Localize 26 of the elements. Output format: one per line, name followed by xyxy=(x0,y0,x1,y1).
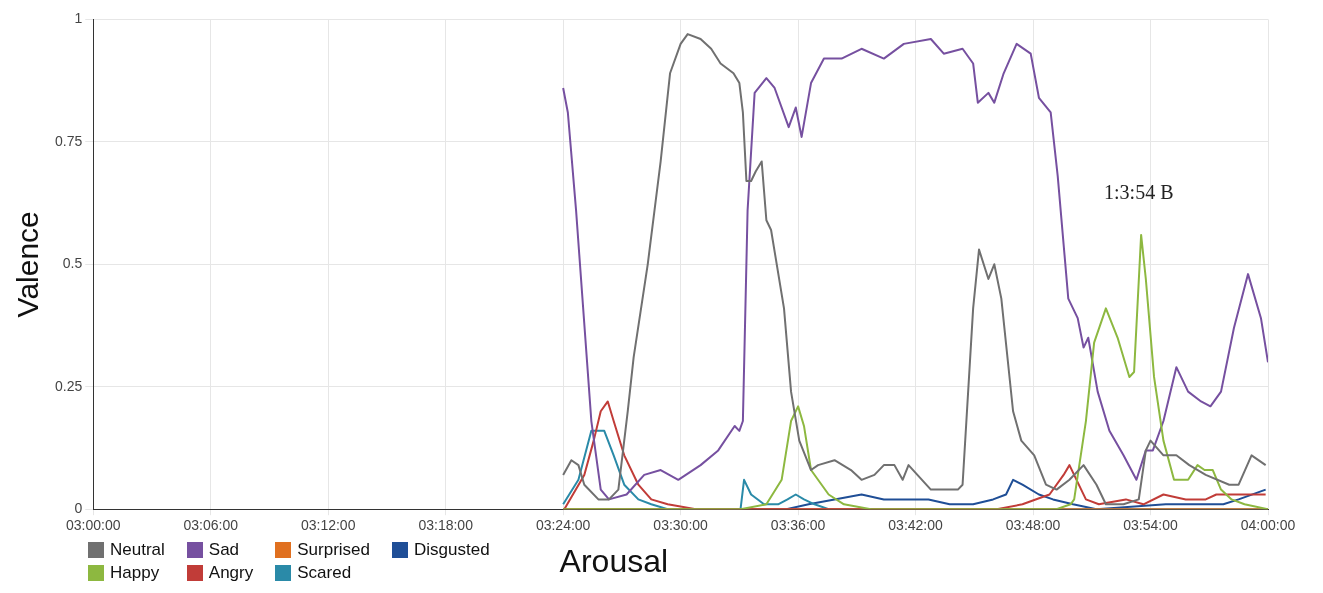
legend-label: Surprised xyxy=(297,539,370,560)
x-tick-label: 03:48:00 xyxy=(1005,517,1061,534)
x-tick-label: 04:00:00 xyxy=(1240,517,1296,534)
legend-label: Scared xyxy=(297,562,352,583)
x-tick-label: 03:12:00 xyxy=(300,517,356,534)
annotation: 1:3:54 B xyxy=(1104,180,1174,203)
x-tick-label: 03:18:00 xyxy=(418,517,474,534)
y-axis-title: Valence xyxy=(11,211,45,318)
legend-label: Sad xyxy=(208,539,240,560)
x-tick-label: 03:00:00 xyxy=(66,517,121,534)
x-tick-label: 03:42:00 xyxy=(888,517,944,534)
y-tick-label: 0 xyxy=(74,500,83,517)
legend-label: Neutral xyxy=(110,539,165,560)
legend-label: Happy xyxy=(110,562,160,583)
y-tick-label: 0.5 xyxy=(62,255,83,272)
y-tick-label: 0.25 xyxy=(55,377,83,394)
legend-label: Angry xyxy=(208,562,254,583)
y-tick-label: 1 xyxy=(74,10,83,27)
x-axis-title: Arousal xyxy=(559,542,669,580)
y-tick-label: 0.75 xyxy=(55,132,83,149)
legend-label: Disgusted xyxy=(414,539,490,560)
x-tick-label: 03:24:00 xyxy=(535,517,591,534)
x-tick-label: 03:06:00 xyxy=(183,517,239,534)
x-tick-label: 03:30:00 xyxy=(653,517,709,534)
x-tick-label: 03:36:00 xyxy=(770,517,826,534)
x-tick-label: 03:54:00 xyxy=(1123,517,1178,534)
